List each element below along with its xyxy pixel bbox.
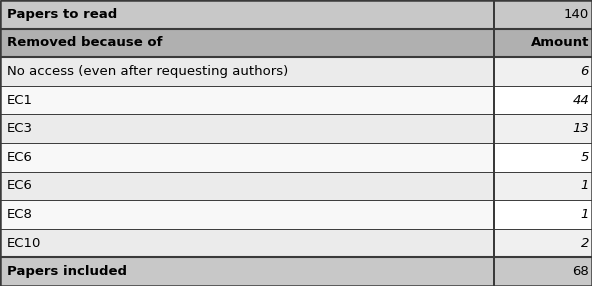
Text: EC1: EC1 <box>7 94 33 107</box>
Bar <box>0 114 494 143</box>
Bar <box>494 29 592 57</box>
Text: Papers to read: Papers to read <box>7 8 117 21</box>
Text: 1: 1 <box>581 179 589 192</box>
Text: EC10: EC10 <box>7 237 41 250</box>
Bar <box>494 229 592 257</box>
Text: EC6: EC6 <box>7 179 33 192</box>
Text: 2: 2 <box>581 237 589 250</box>
Bar <box>0 57 494 86</box>
Text: Amount: Amount <box>530 36 589 49</box>
Text: Removed because of: Removed because of <box>7 36 163 49</box>
Bar <box>0 143 494 172</box>
Text: 6: 6 <box>581 65 589 78</box>
Bar <box>0 86 494 114</box>
Text: Papers included: Papers included <box>7 265 127 278</box>
Text: 44: 44 <box>572 94 589 107</box>
Bar <box>0 172 494 200</box>
Bar <box>0 29 494 57</box>
Bar <box>494 200 592 229</box>
Text: 1: 1 <box>581 208 589 221</box>
Bar <box>0 229 494 257</box>
Bar <box>494 57 592 86</box>
Bar <box>494 86 592 114</box>
Bar <box>494 257 592 286</box>
Text: 13: 13 <box>572 122 589 135</box>
Text: No access (even after requesting authors): No access (even after requesting authors… <box>7 65 288 78</box>
Bar <box>494 0 592 29</box>
Text: EC3: EC3 <box>7 122 33 135</box>
Text: EC6: EC6 <box>7 151 33 164</box>
Bar <box>0 200 494 229</box>
Bar <box>494 143 592 172</box>
Bar <box>0 0 494 29</box>
Bar <box>494 172 592 200</box>
Bar <box>494 114 592 143</box>
Text: 5: 5 <box>581 151 589 164</box>
Text: 140: 140 <box>564 8 589 21</box>
Text: EC8: EC8 <box>7 208 33 221</box>
Text: 68: 68 <box>572 265 589 278</box>
Bar <box>0 257 494 286</box>
